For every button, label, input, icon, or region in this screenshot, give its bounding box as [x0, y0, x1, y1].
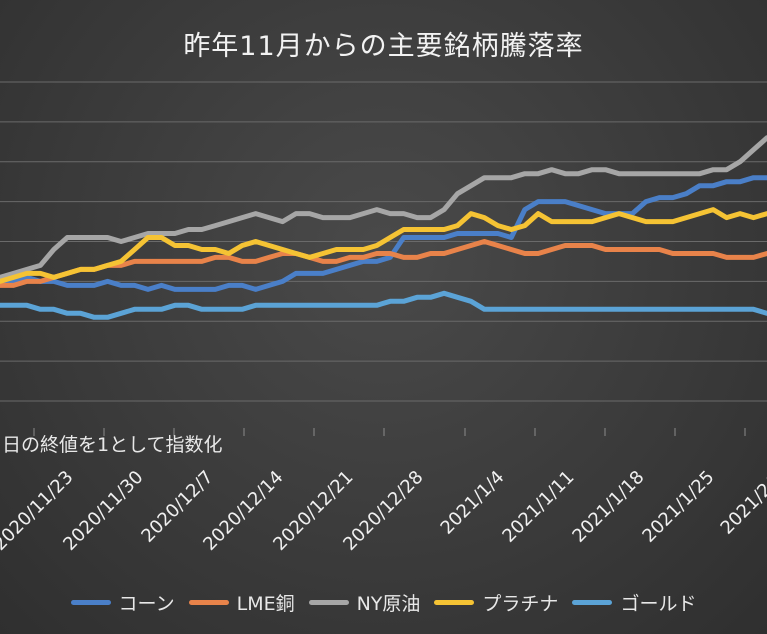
x-tick-label: 2021/2/1: [717, 467, 767, 539]
legend-swatch: [188, 599, 229, 605]
legend-item: プラチナ: [434, 589, 558, 616]
legend-item: コーン: [70, 589, 175, 616]
legend-item: NY原油: [308, 589, 421, 616]
x-tick-label: 2021/1/25: [638, 467, 718, 547]
index-note: 日の終値を1として指数化: [2, 434, 223, 456]
series-line: [0, 135, 767, 280]
legend-label: コーン: [118, 592, 175, 615]
x-tick-labels: 2020/11/232020/11/302020/12/72020/12/142…: [0, 467, 767, 555]
legend-label: LME銅: [236, 592, 295, 615]
x-tick-label: 2021/1/11: [498, 467, 578, 547]
series-line: [0, 290, 767, 320]
series-line: [0, 239, 767, 288]
grid-lines: [0, 81, 767, 402]
series-line: [0, 207, 767, 284]
legend-label: プラチナ: [482, 592, 559, 615]
legend-item: ゴールド: [572, 589, 696, 616]
series-lines: [0, 135, 767, 320]
x-tick-label: 2021/1/18: [568, 467, 648, 547]
legend-item: LME銅: [188, 589, 295, 616]
legend-swatch: [70, 599, 111, 605]
legend-swatch: [434, 599, 475, 605]
series-line: [0, 175, 767, 292]
legend-label: ゴールド: [620, 592, 697, 615]
x-tick-marks: [33, 428, 746, 436]
chart-title: 昨年11月からの主要銘柄騰落率: [183, 31, 584, 62]
legend: コーン LME銅 NY原油 プラチナ ゴールド: [0, 587, 767, 617]
x-tick-label: 2021/1/4: [437, 467, 509, 539]
legend-swatch: [572, 599, 613, 605]
legend-label: NY原油: [356, 592, 421, 615]
legend-swatch: [308, 599, 349, 605]
